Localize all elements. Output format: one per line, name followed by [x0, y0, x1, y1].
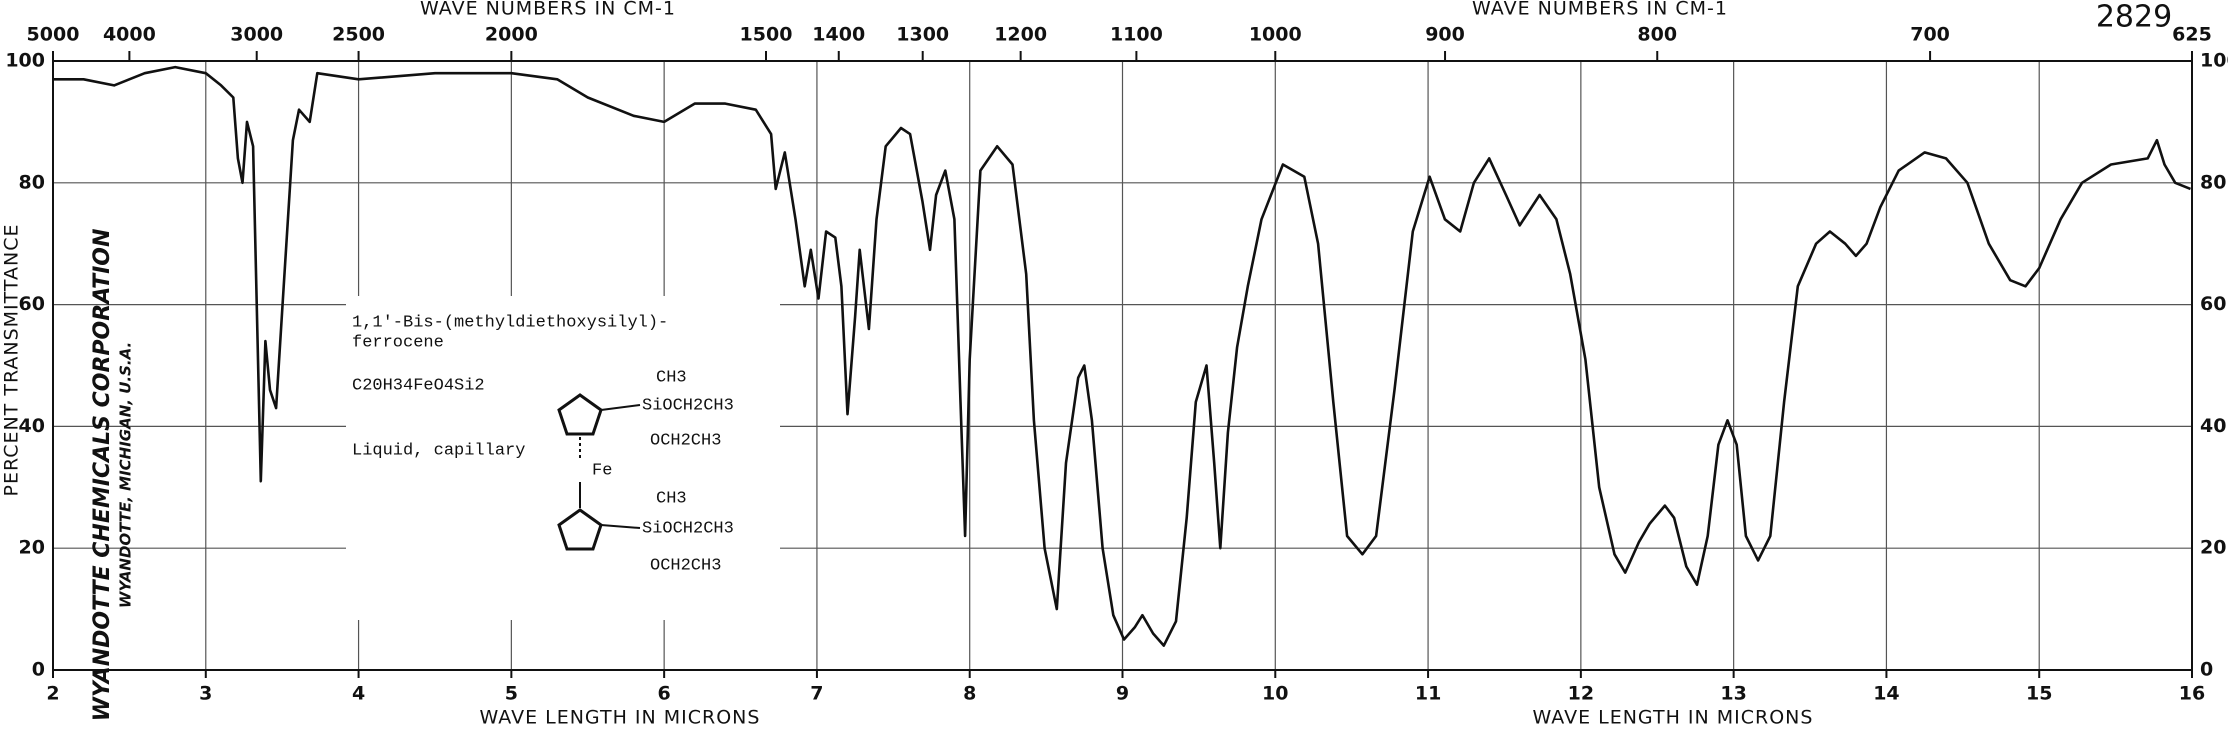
x2-tick-label: 5000: [27, 24, 80, 46]
cp-ring: [557, 393, 603, 436]
compound-formula: C20H34FeO4Si2: [352, 376, 485, 395]
cp-ring: [557, 508, 603, 551]
x2-tick-label: 1000: [1249, 24, 1302, 46]
y2-tick-label: 80: [2200, 171, 2226, 193]
x2-tick-label: 2000: [485, 24, 538, 46]
x2-tick-label: 1500: [740, 24, 793, 46]
x-tick-label: 9: [1116, 683, 1129, 705]
y-tick-label: 60: [19, 293, 45, 315]
group-label: SiOCH2CH3: [642, 396, 734, 415]
company-location: WYANDOTTE, MICHIGAN, U.S.A.: [117, 342, 135, 608]
company-name: WYANDOTTE CHEMICALS CORPORATION: [90, 229, 115, 722]
x-tick-label: 14: [1873, 683, 1899, 705]
group-label: CH3: [656, 368, 687, 387]
x2-axis-title: WAVE NUMBERS IN CM-1: [420, 0, 676, 20]
y-tick-label: 20: [19, 537, 45, 559]
x-tick-label: 3: [199, 683, 212, 705]
spectrum-line: [53, 65, 2191, 647]
sample-state: Liquid, capillary: [352, 441, 525, 460]
compound-name: 1,1'-Bis-(methyldiethoxysilyl)-: [352, 313, 668, 332]
y-tick-label: 100: [5, 50, 45, 72]
group-label: OCH2CH3: [650, 556, 721, 575]
x-tick-label: 11: [1415, 683, 1441, 705]
y2-tick-label: 20: [2200, 537, 2226, 559]
metal-label: Fe: [592, 461, 612, 480]
x-tick-label: 13: [1720, 683, 1746, 705]
x2-tick-label: 1100: [1110, 24, 1163, 46]
x-tick-label: 4: [352, 683, 365, 705]
y-tick-label: 0: [32, 659, 45, 681]
x-tick-label: 7: [810, 683, 823, 705]
compound-name: ferrocene: [352, 333, 444, 352]
bond: [600, 524, 641, 529]
group-label: OCH2CH3: [650, 431, 721, 450]
plot-frame: [52, 60, 2193, 671]
x2-tick-label: 1200: [994, 24, 1047, 46]
x-tick-label: 15: [2026, 683, 2052, 705]
spectrum-number: 2829: [2096, 0, 2172, 35]
x2-tick-label: 4000: [103, 24, 156, 46]
group-label: SiOCH2CH3: [642, 519, 734, 538]
x2-tick-label: 625: [2172, 24, 2212, 46]
y-axis-title: PERCENT TRANSMITTANCE: [1, 223, 23, 496]
x-tick-label: 12: [1568, 683, 1594, 705]
group-label: CH3: [656, 489, 687, 508]
x-tick-label: 5: [505, 683, 518, 705]
x-tick-label: 16: [2179, 683, 2205, 705]
y2-tick-label: 0: [2200, 659, 2213, 681]
x2-tick-label: 2500: [332, 24, 385, 46]
x-tick-label: 10: [1262, 683, 1288, 705]
x2-axis-title: WAVE NUMBERS IN CM-1: [1472, 0, 1728, 20]
y-tick-label: 40: [19, 415, 45, 437]
x2-tick-label: 700: [1910, 24, 1950, 46]
x-axis-title: WAVE LENGTH IN MICRONS: [1533, 707, 1814, 729]
y2-tick-label: 60: [2200, 293, 2226, 315]
y-tick-label: 80: [19, 171, 45, 193]
x2-tick-label: 3000: [230, 24, 283, 46]
x2-tick-label: 1400: [812, 24, 865, 46]
x2-tick-label: 800: [1637, 24, 1677, 46]
compound-box: [346, 296, 780, 620]
y2-tick-label: 100: [2200, 50, 2228, 72]
x2-tick-label: 900: [1425, 24, 1465, 46]
x-tick-label: 2: [46, 683, 59, 705]
x-tick-label: 6: [658, 683, 671, 705]
y2-tick-label: 40: [2200, 415, 2226, 437]
x-axis-title: WAVE LENGTH IN MICRONS: [480, 707, 761, 729]
x-tick-label: 8: [963, 683, 976, 705]
bond: [600, 404, 641, 411]
x2-tick-label: 1300: [896, 24, 949, 46]
